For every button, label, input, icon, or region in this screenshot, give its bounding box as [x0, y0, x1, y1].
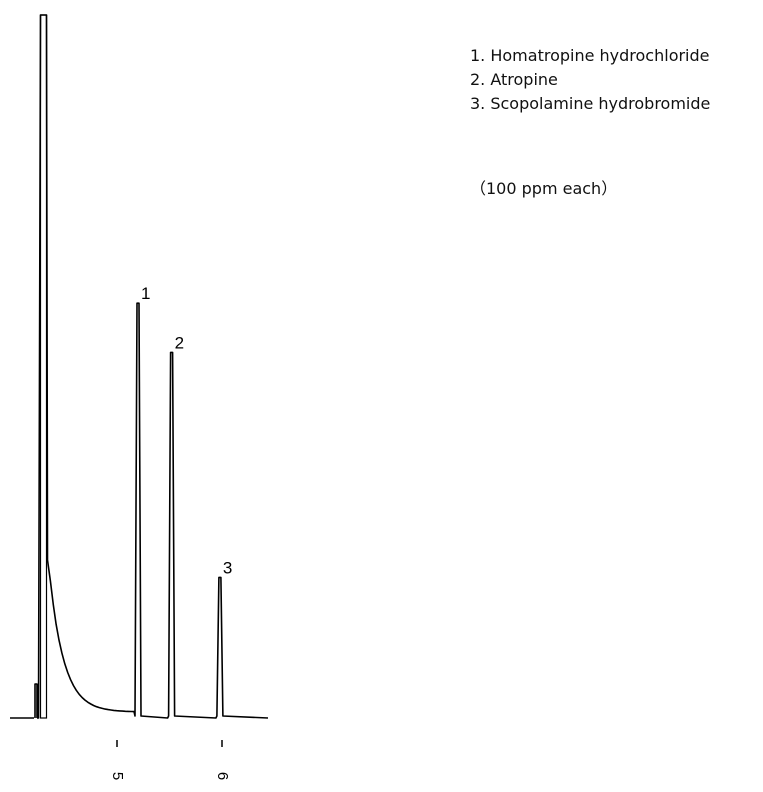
chromatogram-plot: 1 2 3 5 6 — [10, 14, 269, 780]
peak-label-2: 2 — [175, 333, 184, 352]
peak-label-1: 1 — [141, 284, 150, 303]
x-tick-label-1: 5 — [109, 772, 126, 780]
legend-item-1: 1. Homatropine hydrochloride — [470, 46, 710, 65]
chromatogram-trace — [10, 14, 269, 719]
concentration-note: （100 ppm each） — [470, 179, 618, 198]
solvent-peak — [39, 14, 48, 719]
legend-item-3: 3. Scopolamine hydrobromide — [470, 94, 711, 113]
legend: 1. Homatropine hydrochloride 2. Atropine… — [470, 44, 710, 116]
peak-label-3: 3 — [223, 558, 232, 577]
legend-item-2: 2. Atropine — [470, 70, 558, 89]
x-tick-label-2: 6 — [214, 772, 231, 780]
